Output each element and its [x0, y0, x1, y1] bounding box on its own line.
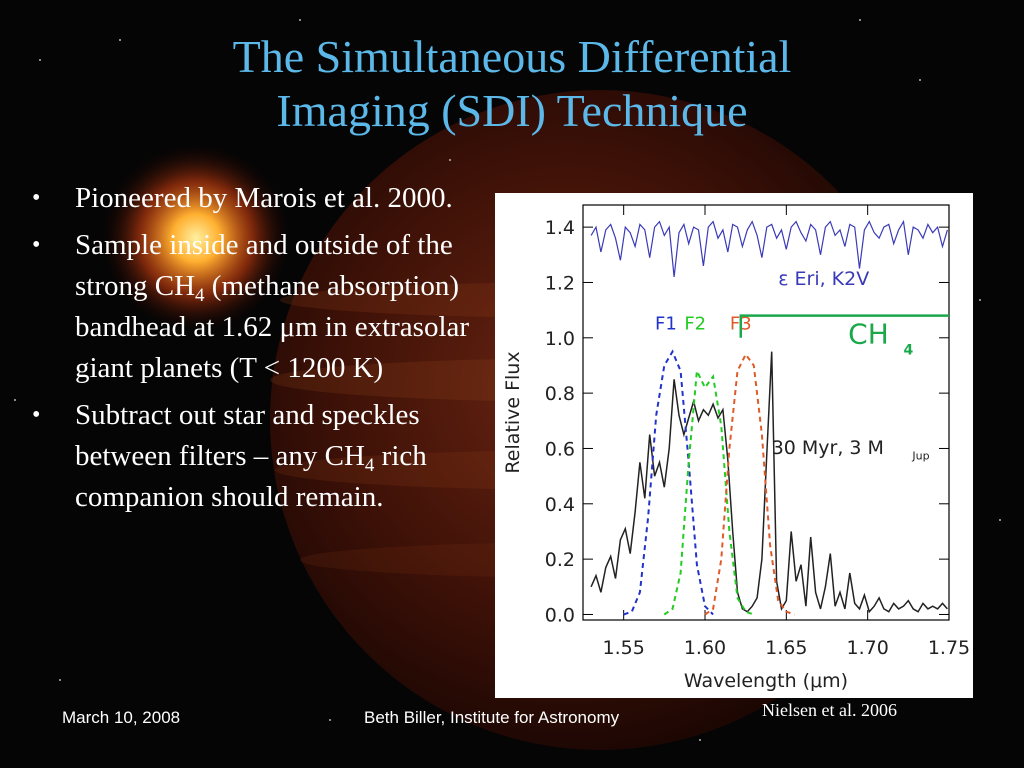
spectrum-figure: 1.55 1.60 1.65 1.70 1.75 0.0 0.2 0.4 0.6 0.8 1.0 1.…: [495, 193, 973, 698]
filter-label: F2: [684, 314, 706, 335]
series-line: [704, 352, 795, 616]
x-tick-label: 1.60: [684, 637, 726, 659]
y-tick-label: 1.2: [545, 272, 575, 294]
ch4-band-bracket: [739, 314, 949, 338]
planet-annotation-subscript: Jup: [911, 450, 929, 463]
bullet-text: Sample inside and outside of the strong …: [75, 229, 470, 384]
y-tick-label: 0.8: [545, 383, 575, 405]
plot-frame: [582, 204, 950, 621]
filter-label: F1: [655, 314, 677, 335]
bullet-list: • Pioneered by Marois et al. 2000. • Sam…: [30, 178, 500, 524]
y-tick-label: 1.0: [545, 328, 575, 350]
bullet-dot: •: [32, 402, 41, 428]
series-line: [590, 219, 948, 277]
bullet-item: • Subtract out star and speckles between…: [30, 395, 500, 518]
series-line: [663, 367, 755, 616]
x-axis-label: Wavelength (μm): [684, 670, 848, 692]
ch4-subscript: 4: [903, 342, 913, 358]
x-tick-label: 1.70: [847, 637, 889, 659]
y-tick-label: 0.2: [545, 549, 575, 571]
series-line: [623, 349, 714, 616]
bullet-item: • Sample inside and outside of the stron…: [30, 225, 500, 389]
footer-date: March 10, 2008: [62, 708, 181, 727]
bullet-text: Subtract out star and speckles between f…: [75, 399, 427, 513]
footer-author: Beth Biller, Institute for Astronomy: [364, 708, 620, 727]
sun-glow: [101, 143, 291, 333]
x-tick-label: 1.55: [603, 637, 645, 659]
y-axis-label: Relative Flux: [502, 351, 524, 473]
title-line-1: The Simultaneous Differential: [232, 31, 792, 82]
star-annotation: ε Eri, K2V: [778, 268, 869, 290]
bullet-dot: •: [32, 232, 41, 258]
y-tick-label: 0.6: [545, 438, 575, 460]
bullet-item: • Pioneered by Marois et al. 2000.: [30, 178, 500, 219]
title-line-2: Imaging (SDI) Technique: [276, 85, 748, 136]
ch4-label: CH: [848, 317, 889, 350]
y-tick-label: 0.0: [545, 604, 575, 626]
y-tick-label: 1.4: [545, 217, 575, 239]
x-tick-label: 1.65: [765, 637, 807, 659]
spectrum-chart: 1.55 1.60 1.65 1.70 1.75 0.0 0.2 0.4 0.6 0.8 1.0 1.…: [502, 204, 970, 692]
x-tick-label: 1.75: [928, 637, 970, 659]
figure-credit: Nielsen et al. 2006: [762, 700, 897, 720]
planet-annotation: 30 Myr, 3 M: [772, 437, 884, 459]
bullet-text: Pioneered by Marois et al. 2000.: [75, 182, 453, 214]
slide-title: The Simultaneous Differential Imaging (S…: [60, 30, 964, 138]
y-tick-label: 0.4: [545, 494, 575, 516]
bullet-dot: •: [32, 185, 41, 211]
series-line: [590, 351, 948, 614]
